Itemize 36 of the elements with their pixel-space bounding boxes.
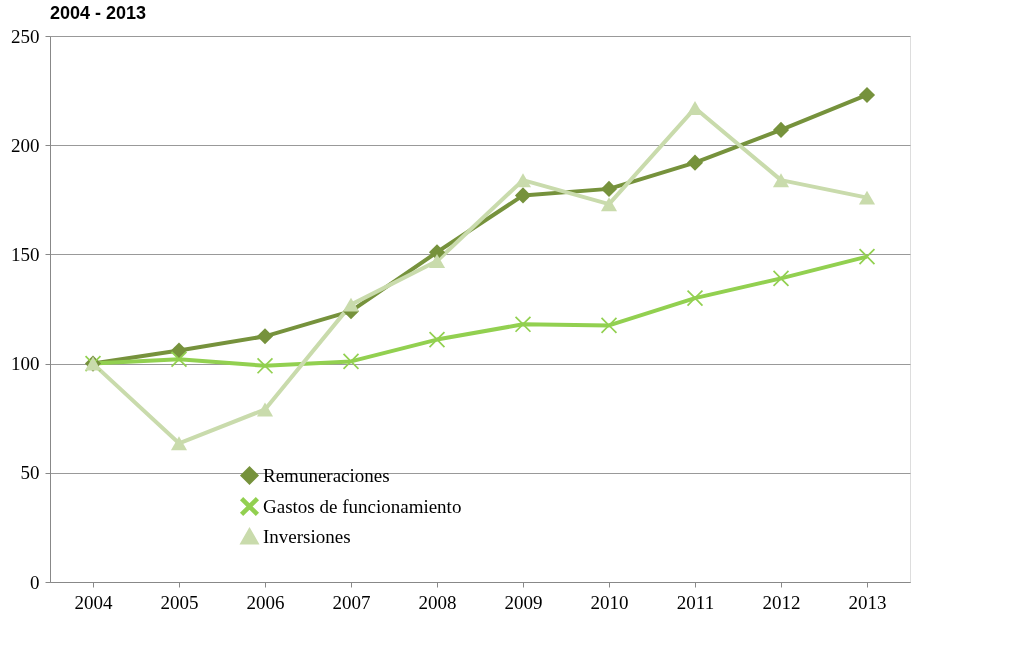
point — [514, 187, 532, 204]
point — [858, 86, 876, 104]
chart-title: 2004 - 2013 — [50, 3, 147, 23]
point — [342, 297, 360, 312]
x-tick-label: 2009 — [504, 591, 543, 613]
point — [858, 190, 876, 205]
point — [170, 436, 188, 451]
point — [686, 154, 704, 171]
x-tick-label: 2005 — [160, 591, 199, 613]
point — [256, 402, 274, 417]
point — [772, 121, 790, 138]
x-tick-label: 2012 — [762, 591, 801, 613]
point — [772, 173, 790, 188]
x-tick-label: 2006 — [246, 591, 285, 613]
y-tick-label: 0 — [30, 571, 40, 593]
y-tick-label: 50 — [20, 462, 40, 484]
x-tick-label: 2013 — [848, 591, 887, 613]
point — [428, 253, 446, 268]
x-tick-label: 2011 — [676, 591, 715, 613]
y-tick-label: 200 — [11, 134, 40, 156]
point — [600, 197, 618, 212]
y-tick-label: 100 — [11, 353, 40, 375]
point — [256, 328, 274, 345]
legend-label: Remuneraciones — [263, 464, 390, 486]
y-tick-label: 150 — [11, 243, 40, 265]
point — [170, 342, 188, 359]
point — [600, 180, 618, 197]
legend-label: Inversiones — [263, 525, 351, 547]
y-tick-label: 250 — [11, 25, 40, 47]
x-tick-label: 2004 — [74, 591, 113, 613]
x-tick-label: 2010 — [590, 591, 629, 613]
point — [256, 357, 274, 374]
legend-label: Gastos de funcionamiento — [263, 495, 462, 517]
point — [686, 290, 704, 307]
x-tick-label: 2007 — [332, 591, 371, 613]
x-tick-label: 2008 — [418, 591, 457, 613]
